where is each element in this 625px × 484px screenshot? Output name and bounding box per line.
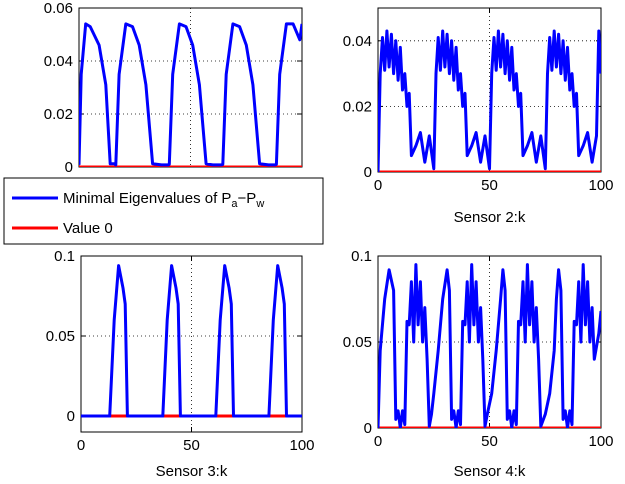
- x-tick-label: 50: [183, 437, 200, 454]
- y-tick-label: 0.04: [343, 33, 372, 50]
- x-axis-label: Sensor 2:k: [454, 209, 526, 226]
- x-tick-label: 100: [588, 177, 613, 194]
- subplot-1: 0 0.02 0.04 0.06: [44, 0, 302, 176]
- y-tick-label: 0.02: [343, 98, 372, 115]
- axes-frame: [79, 8, 302, 167]
- y-tick-label: 0: [67, 408, 75, 425]
- x-axis-label: Sensor 3:k: [156, 463, 228, 480]
- y-tick-label: 0.05: [343, 334, 372, 351]
- subplot-2: 0 0.02 0.04 0 50 100 Sensor 2:k: [343, 8, 614, 226]
- legend: Minimal Eigenvalues of Pa−Pw Value 0: [4, 178, 323, 244]
- subplot-3: 0 0.05 0.1 0 50 100 Sensor 3:k: [46, 248, 315, 480]
- x-tick-label: 0: [374, 433, 382, 450]
- legend-label-value-0: Value 0: [63, 220, 113, 237]
- y-tick-label: 0: [364, 420, 372, 437]
- y-tick-label: 0.05: [46, 328, 75, 345]
- x-tick-label: 0: [374, 177, 382, 194]
- y-tick-label: 0.1: [351, 248, 372, 265]
- subplot-4: 0 0.05 0.1 0 50 100 Sensor 4:k: [343, 248, 614, 480]
- y-tick-label: 0: [65, 159, 73, 176]
- y-tick-label: 0.1: [54, 248, 75, 265]
- x-axis-label: Sensor 4:k: [454, 463, 526, 480]
- x-tick-label: 50: [481, 177, 498, 194]
- y-tick-label: 0.06: [44, 0, 73, 17]
- x-tick-label: 0: [77, 437, 85, 454]
- x-tick-label: 100: [588, 433, 613, 450]
- x-tick-label: 50: [481, 433, 498, 450]
- y-tick-label: 0.02: [44, 106, 73, 123]
- legend-box: [4, 178, 323, 244]
- y-tick-label: 0.04: [44, 53, 73, 70]
- y-tick-label: 0: [364, 164, 372, 181]
- x-tick-label: 100: [289, 437, 314, 454]
